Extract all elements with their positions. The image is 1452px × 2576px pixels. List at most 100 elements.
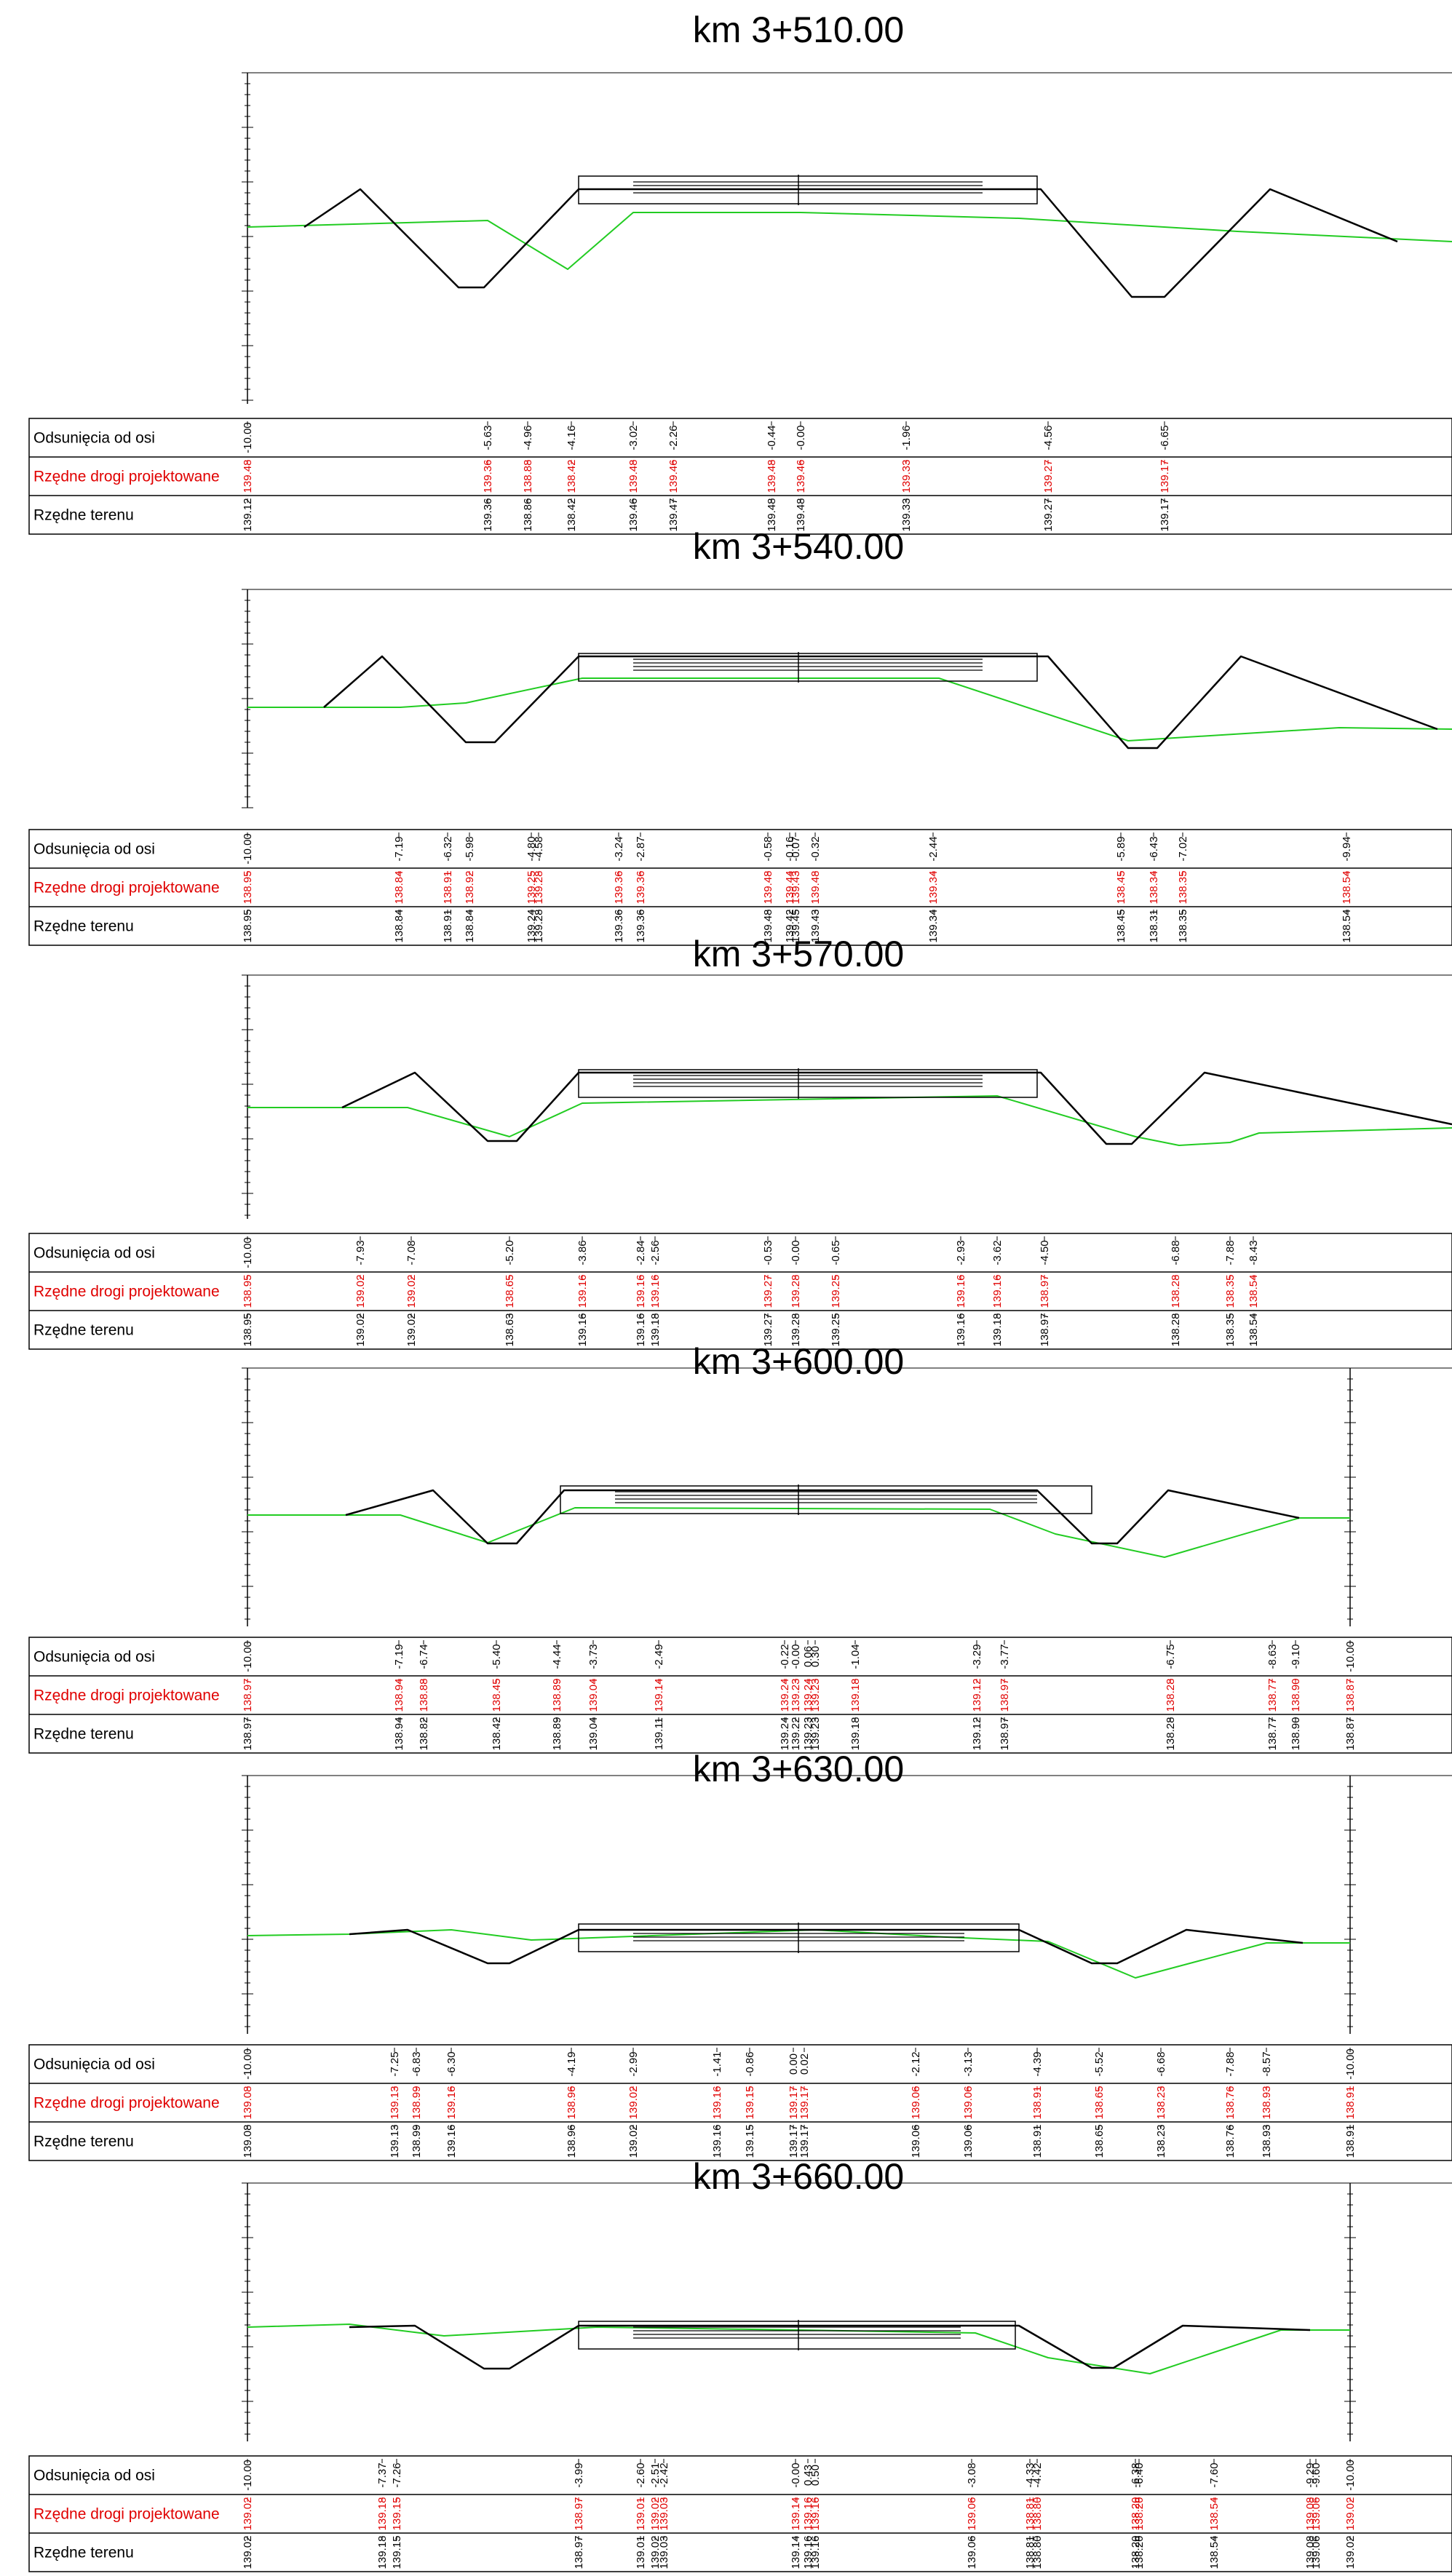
offset-value: -0.00 — [790, 1644, 802, 1669]
terrain-elevation-value: 139.22 — [790, 1717, 802, 1751]
design-elevation-value: 139.01 — [635, 2497, 647, 2531]
data-table: Odsunięcia od osi Rzędne drogi projektowa… — [28, 1233, 1452, 1350]
offset-value: -10.00 — [242, 833, 254, 864]
terrain-elevation-value: 139.15 — [744, 2125, 756, 2158]
terrain-elevation-value: 138.28 — [1170, 1313, 1182, 1347]
terrain-elevation-value: 139.17 — [788, 2125, 800, 2158]
row-label-design-elevations: Rzędne drogi projektowane — [33, 880, 220, 897]
offset-value: -10.00 — [1344, 2048, 1357, 2080]
offset-value: -3.13 — [962, 2051, 975, 2076]
terrain-elevation-value: 138.84 — [393, 910, 405, 943]
design-elevation-value: 139.36 — [635, 871, 647, 905]
offset-value: -2.26 — [667, 425, 680, 450]
design-elevation-value: 139.27 — [762, 1275, 774, 1308]
offset-value: -8.63 — [1266, 1644, 1279, 1669]
offset-value: -3.29 — [971, 1644, 983, 1669]
design-elevation-value: 139.23 — [790, 1679, 802, 1712]
offset-value: -0.53 — [762, 1240, 774, 1265]
design-elevation-value: 139.48 — [627, 460, 640, 493]
data-table: Odsunięcia od osi Rzędne drogi projektowa… — [28, 418, 1452, 535]
offset-value: -4.96 — [522, 425, 534, 450]
terrain-elevation-value: 138.82 — [418, 1717, 430, 1751]
design-elevation-value: 138.94 — [393, 1679, 405, 1712]
offset-value: -6.32 — [442, 836, 454, 861]
design-elevation-value: 139.16 — [445, 2086, 458, 2120]
terrain-elevation-value: 138.31 — [1148, 910, 1160, 943]
offset-value: -0.00 — [790, 1240, 802, 1265]
terrain-elevation-value: 138.99 — [410, 2125, 423, 2158]
design-elevation-value: 138.95 — [242, 871, 254, 905]
offset-value: -9.94 — [1341, 836, 1353, 861]
offset-value: -3.08 — [966, 2462, 978, 2487]
offset-value: -8.57 — [1261, 2051, 1273, 2076]
offset-value: -7.37 — [376, 2462, 389, 2487]
terrain-elevation-value: 138.80 — [1031, 2536, 1044, 2569]
offset-value: -0.00 — [795, 425, 807, 450]
terrain-elevation-value: 138.95 — [242, 910, 254, 943]
offset-value: -10.00 — [242, 1641, 254, 1672]
design-elevation-value: 138.35 — [1177, 871, 1189, 905]
offset-value: -4.39 — [1031, 2051, 1044, 2076]
design-elevation-value: 138.20 — [1133, 2497, 1146, 2531]
terrain-elevation-value: 139.02 — [242, 2536, 254, 2569]
design-elevation-value: 138.23 — [1155, 2086, 1167, 2120]
design-elevation-value: 139.06 — [1310, 2497, 1322, 2531]
offset-value: -2.84 — [635, 1240, 647, 1265]
offset-value: -1.41 — [711, 2051, 723, 2076]
terrain-elevation-value: 138.54 — [1208, 2536, 1221, 2569]
terrain-elevation-value: 138.84 — [464, 910, 476, 943]
row-label-offsets: Odsunięcia od osi — [33, 430, 155, 447]
terrain-elevation-value: 139.11 — [653, 1717, 665, 1750]
design-line — [304, 188, 1398, 298]
terrain-elevation-value: 139.36 — [635, 910, 647, 943]
row-label-terrain-elevations: Rzędne terenu — [33, 1322, 134, 1339]
offset-value: -6.83 — [410, 2051, 423, 2076]
design-elevation-value: 139.08 — [1304, 2497, 1317, 2531]
terrain-elevation-value: 139.06 — [1310, 2536, 1322, 2569]
design-elevation-value: 139.17 — [788, 2086, 800, 2120]
design-elevation-value: 139.06 — [966, 2497, 978, 2531]
offset-value: -10.00 — [242, 2048, 254, 2080]
offset-value: -7.19 — [393, 836, 405, 861]
offset-value: -8.43 — [1247, 1240, 1260, 1265]
design-elevation-value: 138.45 — [491, 1679, 503, 1712]
design-elevation-value: 138.54 — [1208, 2497, 1221, 2531]
terrain-elevation-value: 139.36 — [613, 910, 625, 943]
design-elevation-value: 138.97 — [242, 1679, 254, 1712]
design-elevation-value: 139.06 — [962, 2086, 975, 2120]
design-elevation-value: 139.18 — [376, 2497, 389, 2531]
design-elevation-value: 138.42 — [566, 460, 578, 493]
design-elevation-value: 138.28 — [1170, 1275, 1182, 1308]
offset-value: -7.19 — [393, 1644, 405, 1669]
section-title: km 3+600.00 — [693, 1341, 904, 1382]
cross-section: km 3+630.00 Odsunięcia od osi Rzędne drogi… — [28, 1749, 1452, 2161]
terrain-elevation-value: 138.81 — [1024, 2536, 1036, 2569]
row-label-offsets: Odsunięcia od osi — [33, 841, 155, 858]
terrain-elevation-value: 139.08 — [1304, 2536, 1317, 2569]
offset-value: -3.86 — [576, 1240, 589, 1265]
offset-value: -2.51 — [649, 2462, 662, 2487]
terrain-elevation-value: 139.24 — [779, 1717, 791, 1751]
terrain-elevation-value: 139.18 — [991, 1313, 1004, 1347]
terrain-elevation-value: 139.16 — [445, 2125, 458, 2158]
cross-section: km 3+600.00 Odsunięcia od osi Rzędne drogi… — [28, 1341, 1452, 1754]
design-elevation-value: 138.45 — [1115, 871, 1127, 905]
offset-value: -2.44 — [927, 836, 940, 861]
terrain-elevation-value: 138.77 — [1266, 1717, 1279, 1751]
design-elevation-value: 138.99 — [410, 2086, 423, 2120]
offset-value: -5.40 — [491, 1644, 503, 1669]
design-elevation-value: 139.04 — [587, 1679, 600, 1712]
terrain-elevation-value: 138.54 — [1247, 1313, 1260, 1347]
terrain-elevation-value: 139.14 — [790, 2536, 802, 2569]
terrain-elevation-value: 139.01 — [635, 2536, 647, 2569]
design-elevation-value: 139.34 — [927, 871, 940, 905]
terrain-elevation-value: 138.94 — [393, 1717, 405, 1751]
terrain-elevation-value: 139.23 — [809, 1717, 822, 1751]
terrain-elevation-value: 139.02 — [354, 1313, 367, 1347]
design-elevation-value: 139.14 — [653, 1679, 665, 1712]
design-elevation-value: 139.46 — [795, 460, 807, 493]
terrain-elevation-value: 139.27 — [1042, 498, 1055, 532]
terrain-elevation-value: 138.28 — [1165, 1717, 1177, 1751]
terrain-elevation-value: 138.23 — [1155, 2125, 1167, 2158]
cross-section: km 3+570.00 Odsunięcia od osi Rzędne drogi… — [28, 934, 1452, 1350]
